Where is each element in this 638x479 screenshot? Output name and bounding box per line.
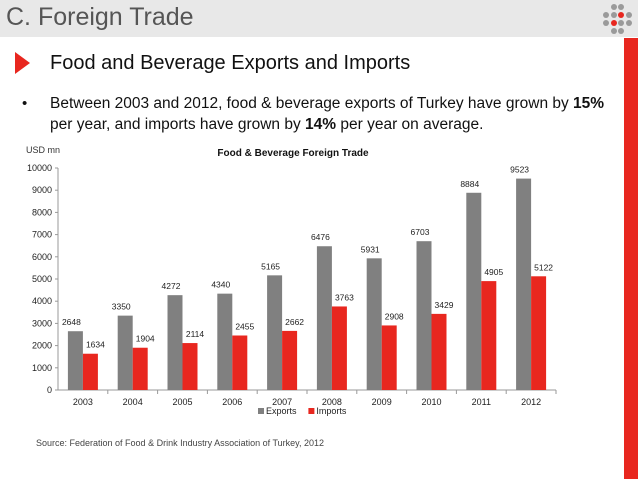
page-number: 8: [616, 452, 623, 464]
logo-dot: [610, 11, 617, 18]
y-tick-label: 7000: [32, 230, 52, 240]
imports-bar: [232, 335, 248, 390]
y-tick-label: 4000: [32, 296, 52, 306]
exports-bar: [316, 246, 332, 390]
y-tick-label: 9000: [32, 185, 52, 195]
exports-bar: [516, 178, 532, 390]
x-tick-label: 2009: [372, 397, 392, 407]
logo-dot: [625, 11, 632, 18]
x-tick-label: 2007: [272, 397, 292, 407]
exports-data-label: 5165: [261, 261, 280, 271]
exports-data-label: 6703: [411, 227, 430, 237]
y-tick-label: 2000: [32, 341, 52, 351]
imports-data-label: 2662: [285, 317, 304, 327]
y-tick-label: 10000: [27, 163, 52, 173]
logo-dot: [626, 4, 632, 10]
accent-stripe: [624, 38, 638, 479]
exports-bar: [267, 275, 283, 390]
chart-title: Food & Beverage Foreign Trade: [217, 148, 369, 159]
imports-data-label: 5122: [534, 262, 553, 272]
x-tick-label: 2003: [73, 397, 93, 407]
x-tick-label: 2005: [172, 397, 192, 407]
bullet-text: Between 2003 and 2012, food & beverage e…: [50, 93, 610, 135]
title-bar: C. Foreign Trade: [0, 0, 638, 37]
exports-bar: [67, 331, 83, 390]
y-tick-label: 0: [47, 385, 52, 395]
exports-data-label: 4272: [162, 281, 181, 291]
y-tick-label: 8000: [32, 207, 52, 217]
logo-dot: [626, 28, 632, 34]
bullet-marker: •: [22, 95, 28, 112]
y-tick-label: 1000: [32, 363, 52, 373]
exports-data-label: 9523: [510, 165, 529, 175]
exports-bar: [117, 315, 133, 390]
imports-growth: 14%: [305, 116, 337, 133]
exports-data-label: 6476: [311, 232, 330, 242]
logo-dot: [603, 11, 609, 18]
imports-data-label: 2455: [235, 321, 254, 331]
bullet-text-part3: per year on average.: [336, 116, 484, 133]
x-tick-label: 2008: [322, 397, 342, 407]
x-tick-label: 2006: [222, 397, 242, 407]
imports-bar: [331, 306, 347, 390]
exports-data-label: 5931: [361, 244, 380, 254]
imports-data-label: 1634: [86, 340, 105, 350]
logo-dot: [618, 11, 624, 18]
y-axis-unit-label: USD mn: [26, 145, 60, 155]
imports-bar: [182, 343, 198, 390]
logo-dot: [618, 19, 624, 26]
exports-growth: 15%: [573, 95, 605, 112]
imports-bar: [282, 330, 298, 390]
exports-bar: [366, 258, 382, 390]
section-title: Food and Beverage Exports and Imports: [50, 52, 411, 74]
exports-bar: [416, 241, 432, 390]
x-tick-label: 2004: [123, 397, 143, 407]
x-tick-label: 2011: [472, 397, 491, 407]
imports-bar: [481, 281, 497, 390]
logo-dot: [618, 4, 624, 10]
x-tick-label: 2010: [421, 397, 441, 407]
imports-data-label: 2908: [385, 311, 404, 321]
imports-data-label: 3763: [335, 292, 354, 302]
x-tick-label: 2012: [521, 397, 541, 407]
trade-chart: USD mn Food & Beverage Foreign Trade 0 1000…: [26, 145, 557, 416]
exports-data-label: 4340: [211, 280, 230, 290]
legend-label-imports: Imports: [316, 406, 347, 416]
exports-data-label: 2648: [62, 317, 81, 327]
exports-data-label: 8884: [460, 179, 479, 189]
imports-bar: [132, 347, 148, 390]
legend-swatch-imports: [308, 408, 315, 414]
logo-dot: [610, 4, 617, 10]
logo-dot: [625, 19, 632, 26]
imports-data-label: 1904: [136, 334, 155, 344]
page-title: C. Foreign Trade: [6, 3, 194, 31]
legend-label-exports: Exports: [266, 406, 297, 416]
logo-dot: [610, 19, 617, 26]
imports-bar: [431, 313, 447, 390]
imports-bar: [82, 353, 98, 390]
imports-data-label: 2114: [186, 329, 205, 339]
exports-data-label: 3350: [112, 302, 131, 312]
y-tick-label: 6000: [32, 252, 52, 262]
legend-swatch-exports: [258, 408, 264, 414]
bullet-text-part2: per year, and imports have grown by: [50, 116, 306, 133]
imports-data-label: 3429: [435, 300, 454, 310]
bullet-text-part1: Between 2003 and 2012, food & beverage e…: [50, 95, 574, 112]
logo-dot: [603, 19, 609, 26]
imports-bar: [531, 276, 547, 390]
exports-bar: [217, 293, 233, 390]
exports-bar: [167, 295, 183, 390]
logo-dot: [618, 27, 624, 34]
logo-dot: [610, 27, 617, 34]
imports-data-label: 4905: [484, 267, 503, 277]
imports-bar: [381, 325, 397, 390]
y-tick-label: 5000: [32, 274, 52, 284]
chevron-right-icon: [15, 52, 30, 74]
exports-bar: [466, 192, 482, 390]
y-tick-label: 3000: [32, 318, 52, 328]
source-note: Source: Federation of Food & Drink Indus…: [36, 438, 324, 448]
logo-icon: [603, 4, 633, 34]
